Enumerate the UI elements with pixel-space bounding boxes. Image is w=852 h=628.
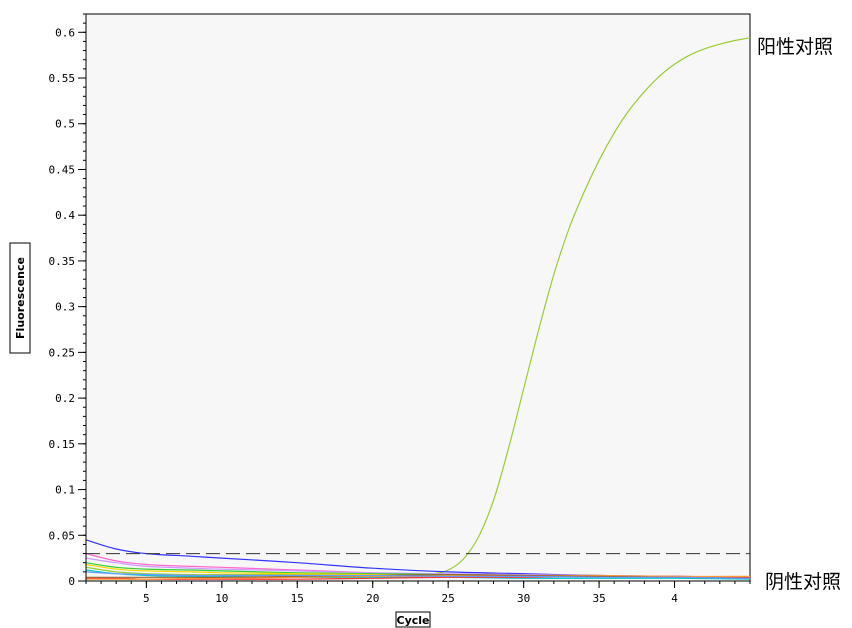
series-line-8 — [86, 574, 751, 580]
series-lines — [85, 37, 751, 580]
y-tick-label: 0.45 — [49, 163, 76, 176]
series-line-6 — [85, 569, 751, 580]
y-tick-label: 0.25 — [49, 346, 76, 359]
x-tick-label: 4 — [671, 592, 678, 605]
x-tick-label: 30 — [517, 592, 530, 605]
x-tick-label: 35 — [592, 592, 605, 605]
y-tick-labels: 0 0.05 0.1 0.15 0.2 0.25 0.3 0.35 0.4 0.45 0.5 0.55… — [49, 26, 76, 588]
x-axis-title: Cycle — [397, 614, 430, 627]
y-tick-label: 0.3 — [55, 301, 75, 314]
x-tick-label: 5 — [143, 592, 150, 605]
positive-control-label: 阳性对照 — [757, 36, 833, 58]
y-tick-label: 0.4 — [55, 209, 75, 222]
x-tick-label: 10 — [215, 592, 228, 605]
y-tick-label: 0.15 — [49, 438, 76, 451]
x-tick-label: 25 — [442, 592, 455, 605]
series-line-0 — [85, 37, 751, 576]
y-tick-label: 0.55 — [49, 72, 76, 85]
x-tick-label: 20 — [366, 592, 379, 605]
x-axis-title-group: Cycle — [395, 611, 431, 628]
y-tick-label: 0.05 — [49, 529, 76, 542]
series-line-10 — [85, 571, 751, 579]
y-tick-label: 0.2 — [55, 392, 75, 405]
x-tick-labels: 5 10 15 20 25 30 35 4 — [143, 592, 678, 605]
y-tick-label: 0.35 — [49, 255, 76, 268]
y-tick-label: 0 — [68, 575, 75, 588]
y-tick-label: 0.6 — [55, 26, 75, 39]
y-axis-title-box — [9, 242, 31, 354]
y-axis-title: Fluorescence — [14, 257, 27, 339]
negative-control-label: 阴性对照 — [765, 571, 841, 593]
y-axis-title-group: Fluorescence — [9, 242, 31, 354]
x-axis-title-box — [395, 611, 431, 628]
plot-background — [85, 13, 751, 582]
x-tick-label: 15 — [291, 592, 304, 605]
y-tick-label: 0.1 — [55, 484, 75, 497]
y-tick-label: 0.5 — [55, 118, 75, 131]
